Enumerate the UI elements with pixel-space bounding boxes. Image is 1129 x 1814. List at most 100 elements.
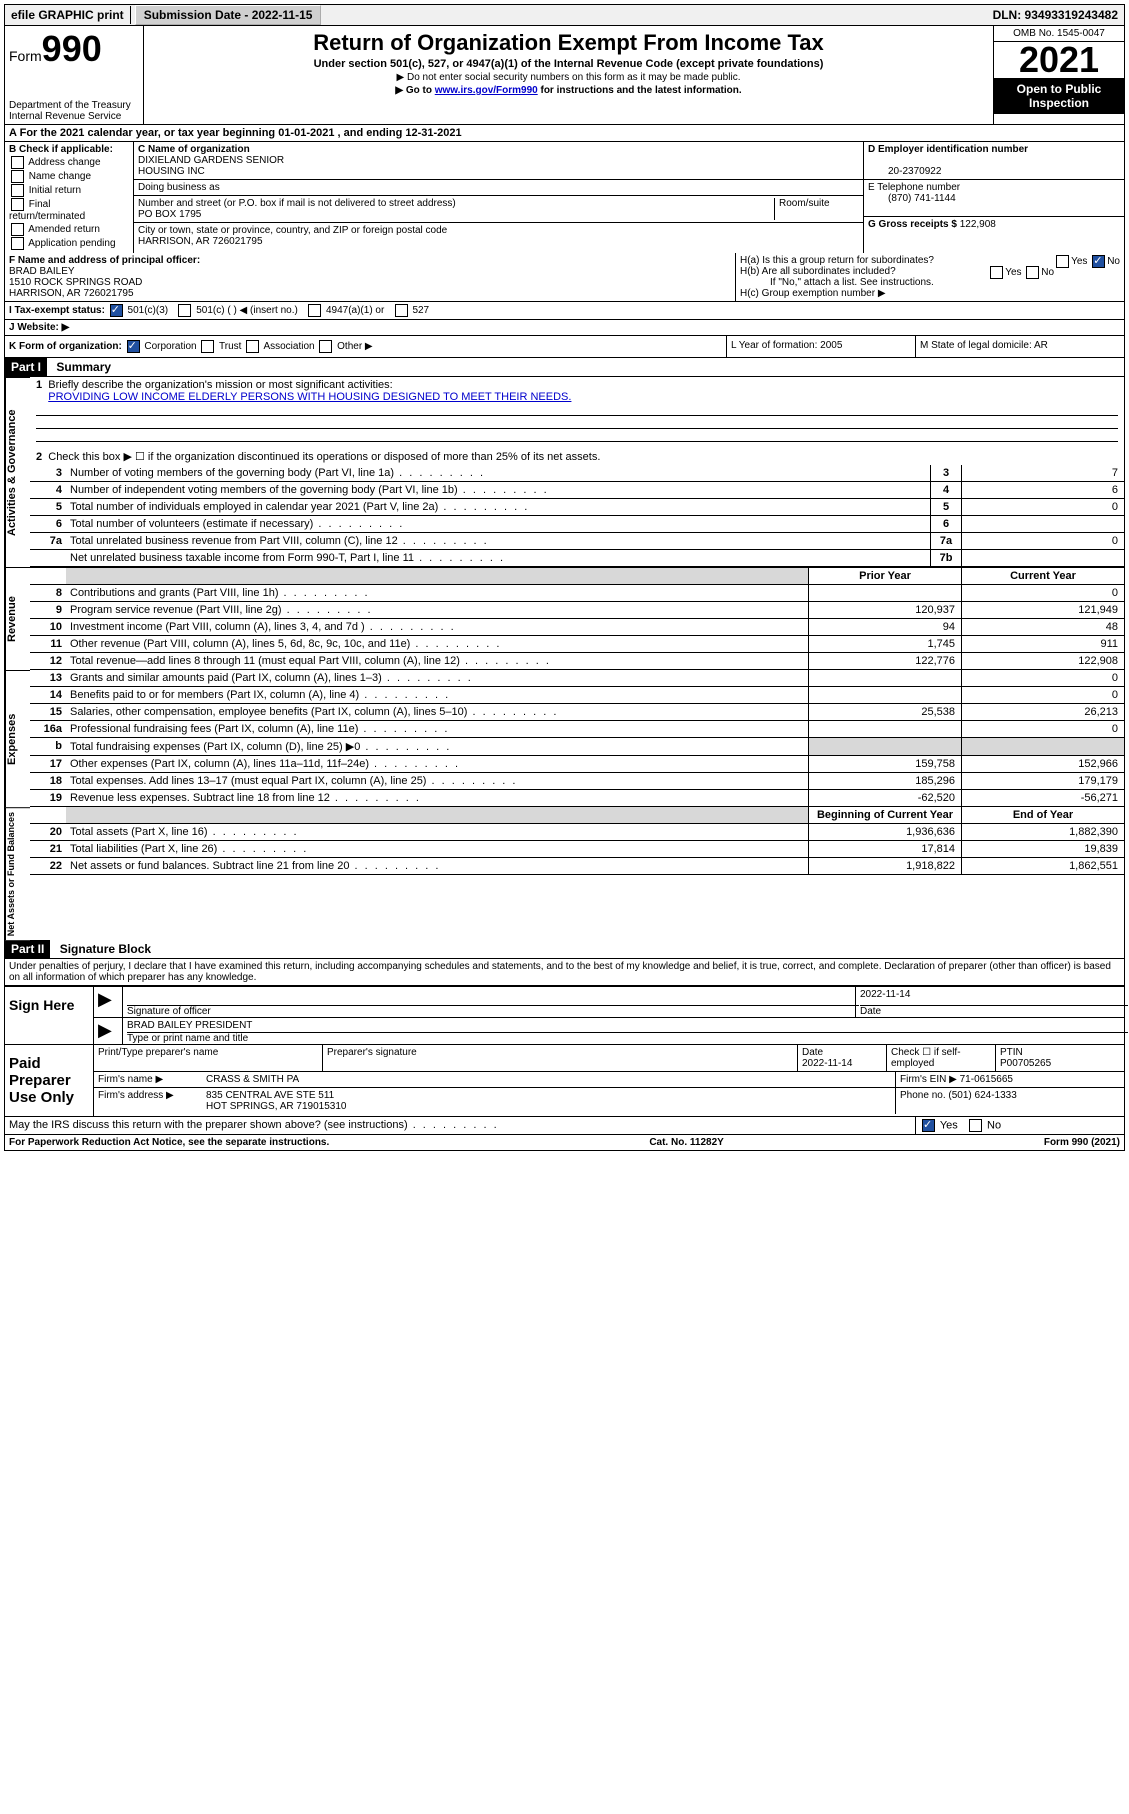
firm-addr2: HOT SPRINGS, AR 719015310 xyxy=(206,1101,346,1112)
table-row: 4 Number of independent voting members o… xyxy=(30,482,1124,499)
table-row: 10 Investment income (Part VIII, column … xyxy=(30,619,1124,636)
col-prior: Prior Year xyxy=(808,568,961,584)
ptin-value: P00705265 xyxy=(1000,1058,1051,1069)
table-row: 15 Salaries, other compensation, employe… xyxy=(30,704,1124,721)
table-row: 22 Net assets or fund balances. Subtract… xyxy=(30,858,1124,875)
prep-sig-label: Preparer's signature xyxy=(323,1045,798,1071)
dln-label: DLN: 93493319243482 xyxy=(987,6,1124,24)
form-subtitle: Under section 501(c), 527, or 4947(a)(1)… xyxy=(148,58,989,70)
table-row: 20 Total assets (Part X, line 16) 1,936,… xyxy=(30,824,1124,841)
part1-title: Summary xyxy=(50,358,117,376)
firm-ein-label: Firm's EIN ▶ xyxy=(900,1074,957,1085)
sign-arrow-icon-2: ▶ xyxy=(94,1018,123,1044)
check-name[interactable]: Name change xyxy=(9,170,129,183)
box-b-label: B Check if applicable: xyxy=(9,144,129,155)
footer-left: For Paperwork Reduction Act Notice, see … xyxy=(9,1137,329,1148)
line-j-website: J Website: ▶ xyxy=(4,320,1125,336)
org-name-1: DIXIELAND GARDENS SENIOR xyxy=(138,155,284,166)
table-row: 12 Total revenue—add lines 8 through 11 … xyxy=(30,653,1124,670)
dba-label: Doing business as xyxy=(138,182,220,193)
irs-label: Internal Revenue Service xyxy=(9,111,139,122)
table-row: b Total fundraising expenses (Part IX, c… xyxy=(30,738,1124,756)
submission-date-button[interactable]: Submission Date - 2022-11-15 xyxy=(135,5,322,25)
check-assoc[interactable] xyxy=(246,340,259,353)
table-row: 7a Total unrelated business revenue from… xyxy=(30,533,1124,550)
table-row: 19 Revenue less expenses. Subtract line … xyxy=(30,790,1124,807)
officer-addr2: HARRISON, AR 726021795 xyxy=(9,288,134,299)
box-e-label: E Telephone number xyxy=(868,182,960,193)
prep-date: 2022-11-14 xyxy=(802,1058,852,1069)
check-501c[interactable] xyxy=(178,304,191,317)
line-a-tax-year: A For the 2021 calendar year, or tax yea… xyxy=(4,125,1125,142)
firm-phone: (501) 624-1333 xyxy=(948,1090,1016,1101)
sign-here-block: Sign Here ▶ Signature of officer 2022-11… xyxy=(4,986,1125,1045)
check-app[interactable]: Application pending xyxy=(9,237,129,250)
officer-addr1: 1510 ROCK SPRINGS ROAD xyxy=(9,277,142,288)
discuss-no[interactable] xyxy=(969,1119,982,1132)
firm-addr-label: Firm's address ▶ xyxy=(94,1088,202,1114)
box-c-label: C Name of organization xyxy=(138,144,250,155)
check-init[interactable]: Initial return xyxy=(9,184,129,197)
firm-name-label: Firm's name ▶ xyxy=(94,1072,202,1087)
officer-group-block: F Name and address of principal officer:… xyxy=(4,253,1125,302)
form-title: Return of Organization Exempt From Incom… xyxy=(148,30,989,56)
col-end: End of Year xyxy=(961,807,1124,823)
check-addr[interactable]: Address change xyxy=(9,156,129,169)
street-value: PO BOX 1795 xyxy=(138,209,201,220)
tax-year: 2021 xyxy=(994,42,1124,78)
table-row: 11 Other revenue (Part VIII, column (A),… xyxy=(30,636,1124,653)
check-trust[interactable] xyxy=(201,340,214,353)
box-g-label: G Gross receipts $ xyxy=(868,219,957,230)
hb-note: If "No," attach a list. See instructions… xyxy=(740,277,1120,288)
perjury-declaration: Under penalties of perjury, I declare th… xyxy=(4,959,1125,986)
box-f-label: F Name and address of principal officer: xyxy=(9,255,200,266)
part2-title: Signature Block xyxy=(54,940,157,958)
prep-date-label: Date xyxy=(802,1047,823,1058)
sig-officer-label: Signature of officer xyxy=(127,1006,211,1017)
check-other[interactable] xyxy=(319,340,332,353)
efile-label: efile GRAPHIC print xyxy=(5,6,131,24)
col-current: Current Year xyxy=(961,568,1124,584)
firm-phone-label: Phone no. xyxy=(900,1090,946,1101)
netassets-section: Net Assets or Fund Balances Beginning of… xyxy=(4,807,1125,940)
side-revenue: Revenue xyxy=(5,567,30,670)
irs-link[interactable]: www.irs.gov/Form990 xyxy=(435,85,538,96)
revenue-section: Revenue Prior Year Current Year 8 Contri… xyxy=(4,567,1125,670)
table-row: 5 Total number of individuals employed i… xyxy=(30,499,1124,516)
city-value: HARRISON, AR 726021795 xyxy=(138,236,263,247)
sign-arrow-icon: ▶ xyxy=(94,987,123,1017)
col-begin: Beginning of Current Year xyxy=(808,807,961,823)
check-527[interactable] xyxy=(395,304,408,317)
mission-text: PROVIDING LOW INCOME ELDERLY PERSONS WIT… xyxy=(48,391,571,403)
check-final[interactable]: Final return/terminated xyxy=(9,198,129,222)
part1-bar: Part I Summary xyxy=(4,358,1125,377)
table-row: 3 Number of voting members of the govern… xyxy=(30,465,1124,482)
box-d-label: D Employer identification number xyxy=(868,144,1028,155)
open-inspection: Open to Public Inspection xyxy=(994,78,1124,114)
sig-date-label: Date xyxy=(860,1006,881,1017)
table-row: 17 Other expenses (Part IX, column (A), … xyxy=(30,756,1124,773)
officer-name: BRAD BAILEY xyxy=(9,266,75,277)
self-employed-check[interactable]: Check ☐ if self-employed xyxy=(887,1045,996,1071)
name-title-label: Type or print name and title xyxy=(127,1033,248,1044)
table-row: 8 Contributions and grants (Part VIII, l… xyxy=(30,585,1124,602)
check-501c3[interactable] xyxy=(110,304,123,317)
sig-date-val: 2022-11-14 xyxy=(860,989,910,1000)
side-netassets: Net Assets or Fund Balances xyxy=(5,807,30,940)
city-label: City or town, state or province, country… xyxy=(138,225,447,236)
table-row: 6 Total number of volunteers (estimate i… xyxy=(30,516,1124,533)
mission-label: Briefly describe the organization's miss… xyxy=(48,379,392,391)
ha-line: H(a) Is this a group return for subordin… xyxy=(740,255,1120,266)
part2-bar: Part II Signature Block xyxy=(4,940,1125,959)
part2-header: Part II xyxy=(5,940,50,958)
firm-name: CRASS & SMITH PA xyxy=(202,1072,896,1087)
check-corp[interactable] xyxy=(127,340,140,353)
check-amend[interactable]: Amended return xyxy=(9,223,129,236)
form-header: Form990 Department of the Treasury Inter… xyxy=(4,26,1125,125)
check-4947[interactable] xyxy=(308,304,321,317)
line-i-tax-status: I Tax-exempt status: 501(c)(3) 501(c) ( … xyxy=(4,302,1125,320)
paid-preparer-block: Paid Preparer Use Only Print/Type prepar… xyxy=(4,1045,1125,1117)
expenses-section: Expenses 13 Grants and similar amounts p… xyxy=(4,670,1125,807)
discuss-yes[interactable] xyxy=(922,1119,935,1132)
footer: For Paperwork Reduction Act Notice, see … xyxy=(4,1135,1125,1151)
